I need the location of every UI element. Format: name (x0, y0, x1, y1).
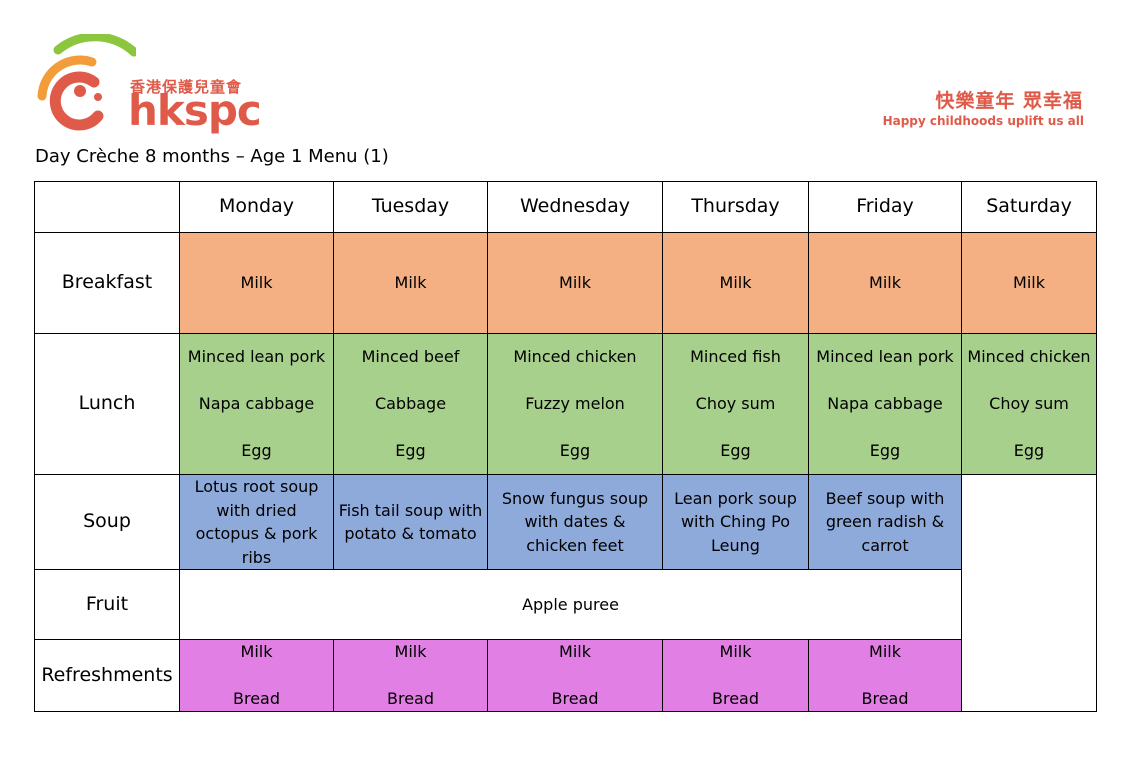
lunch-item: Fuzzy melon (525, 394, 625, 414)
table-header-row: Monday Tuesday Wednesday Thursday Friday… (34, 181, 1097, 233)
lunch-item: Minced beef (361, 347, 460, 367)
soup-monday: Lotus root soup with dried octopus & por… (179, 474, 334, 570)
breakfast-monday: Milk (179, 232, 334, 334)
refreshments-friday: Milk Bread (808, 639, 962, 712)
lunch-monday: Minced lean pork Napa cabbage Egg (179, 333, 334, 475)
day-header-wednesday: Wednesday (487, 181, 663, 233)
lunch-item: Minced chicken (513, 347, 637, 367)
soup-wednesday: Snow fungus soup with dates & chicken fe… (487, 474, 663, 570)
refreshments-monday: Milk Bread (179, 639, 334, 712)
slogan-chinese: 快樂童年 眾幸福 (935, 90, 1083, 112)
refreshments-tuesday: Milk Bread (333, 639, 488, 712)
row-label-refreshments: Refreshments (34, 639, 180, 712)
refreshment-item: Milk (559, 642, 591, 661)
lunch-item: Minced fish (690, 347, 781, 367)
slogan-english: Happy childhoods uplift us all (882, 114, 1084, 128)
lunch-friday: Minced lean pork Napa cabbage Egg (808, 333, 962, 475)
weekly-menu-table: Monday Tuesday Wednesday Thursday Friday… (34, 181, 1097, 712)
row-label-breakfast: Breakfast (34, 232, 180, 334)
lunch-item: Egg (1013, 441, 1045, 461)
fruit-item: Apple puree (179, 569, 962, 640)
refreshment-item: Bread (386, 689, 434, 708)
row-label-fruit: Fruit (34, 569, 180, 640)
lunch-item: Napa cabbage (198, 394, 315, 414)
row-label-soup: Soup (34, 474, 180, 570)
soup-row: Soup Lotus root soup with dried octopus … (34, 474, 1097, 712)
soup-thursday: Lean pork soup with Ching Po Leung (662, 474, 809, 570)
breakfast-wednesday: Milk (487, 232, 663, 334)
refreshment-item: Milk (240, 642, 273, 661)
lunch-item: Minced lean pork (816, 347, 954, 367)
refreshment-item: Bread (551, 689, 599, 708)
menu-title: Day Crèche 8 months – Age 1 Menu (1) (35, 146, 389, 167)
breakfast-tuesday: Milk (333, 232, 488, 334)
day-header-monday: Monday (179, 181, 334, 233)
lunch-item: Egg (720, 441, 751, 461)
refreshment-item: Milk (719, 642, 752, 661)
lunch-row: Lunch Minced lean pork Napa cabbage Egg … (34, 333, 1097, 475)
breakfast-saturday: Milk (961, 232, 1097, 334)
day-header-friday: Friday (808, 181, 962, 233)
lunch-item: Napa cabbage (827, 394, 943, 414)
row-label-lunch: Lunch (34, 333, 180, 475)
refreshments-row: Refreshments Milk Bread Milk Bread Milk … (34, 639, 1097, 712)
lunch-item: Egg (241, 441, 272, 461)
refreshment-item: Milk (394, 642, 427, 661)
lunch-item: Cabbage (374, 394, 447, 414)
breakfast-friday: Milk (808, 232, 962, 334)
lunch-wednesday: Minced chicken Fuzzy melon Egg (487, 333, 663, 475)
lunch-item: Choy sum (989, 394, 1069, 414)
lunch-item: Choy sum (695, 394, 776, 414)
lunch-item: Minced lean pork (187, 347, 326, 367)
refreshment-item: Bread (711, 689, 759, 708)
hkspc-logo: 香港保護兒童會 hkspc (36, 34, 262, 135)
day-header-saturday: Saturday (961, 181, 1097, 233)
soup-tuesday: Fish tail soup with potato & tomato (333, 474, 488, 570)
lunch-item: Egg (395, 441, 426, 461)
refreshment-item: Bread (861, 689, 909, 708)
refreshments-thursday: Milk Bread (662, 639, 809, 712)
saturday-empty-cell (961, 474, 1097, 712)
lunch-saturday: Minced chicken Choy sum Egg (961, 333, 1097, 475)
day-header-thursday: Thursday (662, 181, 809, 233)
lunch-item: Egg (559, 441, 591, 461)
soup-friday: Beef soup with green radish & carrot (808, 474, 962, 570)
logo-wordmark: hkspc (128, 86, 262, 135)
day-header-tuesday: Tuesday (333, 181, 488, 233)
logo-chinese-text: 香港保護兒童會 (130, 78, 243, 96)
lunch-item: Egg (869, 441, 901, 461)
lunch-item: Minced chicken (967, 347, 1091, 367)
refreshments-wednesday: Milk Bread (487, 639, 663, 712)
breakfast-thursday: Milk (662, 232, 809, 334)
refreshment-item: Milk (869, 642, 901, 661)
breakfast-row: Breakfast Milk Milk Milk Milk Milk Milk (34, 232, 1097, 334)
lunch-tuesday: Minced beef Cabbage Egg (333, 333, 488, 475)
refreshment-item: Bread (232, 689, 280, 708)
lunch-thursday: Minced fish Choy sum Egg (662, 333, 809, 475)
header-corner-cell (34, 181, 180, 233)
fruit-row: Fruit Apple puree (34, 569, 1097, 640)
hkspc-logo-icon (37, 34, 136, 131)
